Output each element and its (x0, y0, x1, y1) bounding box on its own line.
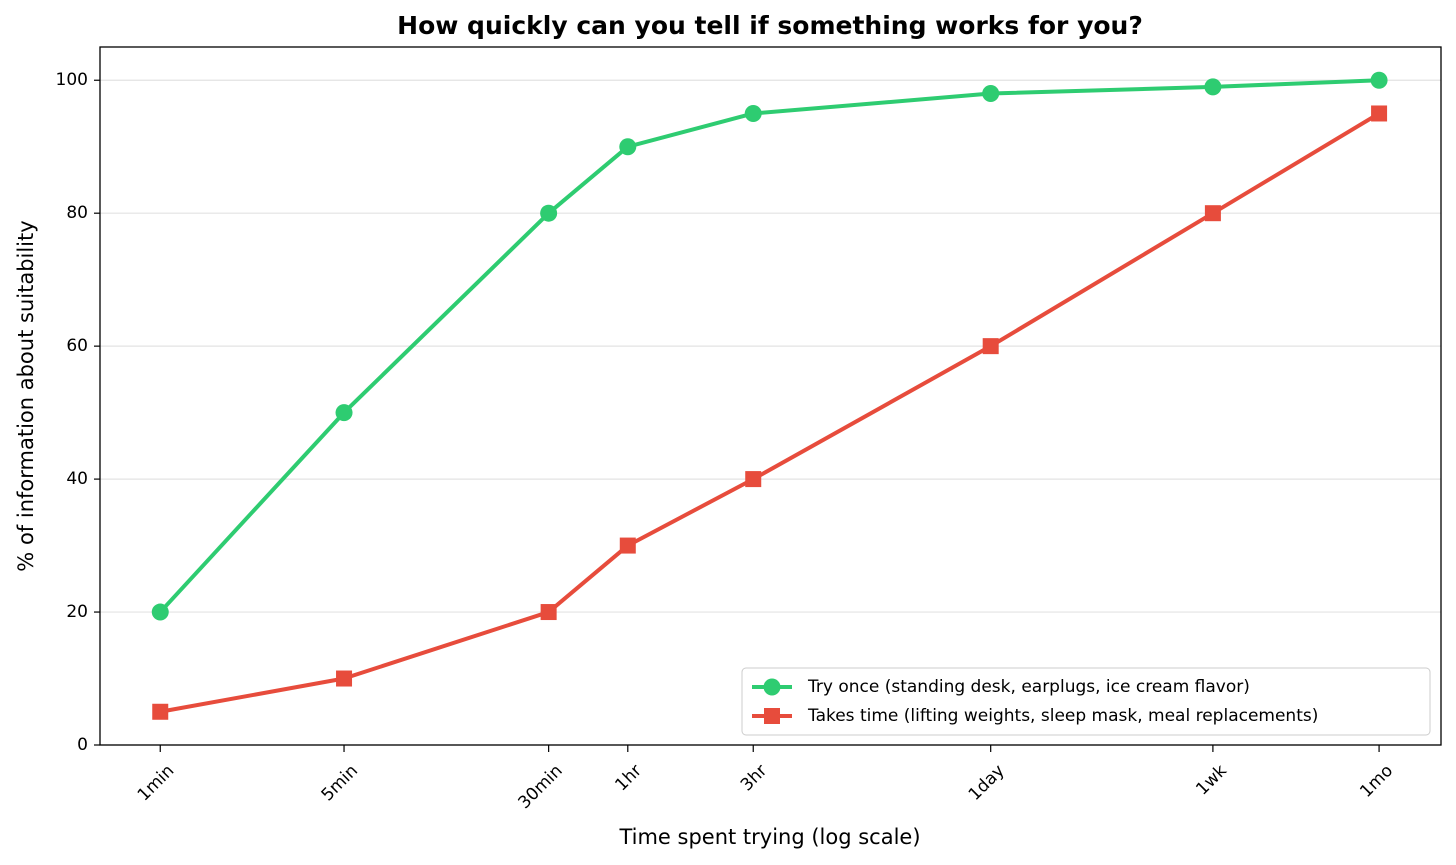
chart-title: How quickly can you tell if something wo… (397, 11, 1143, 40)
marker (1371, 105, 1388, 122)
marker (619, 537, 636, 554)
y-tick-label: 0 (77, 735, 88, 755)
marker (540, 604, 557, 621)
legend-label: Try once (standing desk, earplugs, ice c… (807, 677, 1250, 697)
marker (1204, 78, 1222, 96)
marker (335, 404, 353, 422)
y-tick-label: 60 (66, 336, 88, 356)
legend-marker (764, 708, 780, 724)
y-tick-label: 20 (66, 602, 88, 622)
x-axis-label: Time spent trying (log scale) (618, 825, 920, 849)
legend-box (741, 667, 1431, 736)
marker (745, 471, 762, 488)
legend-marker (763, 678, 781, 696)
plot-frame (99, 46, 1442, 746)
series-line (159, 111, 1381, 714)
marker (619, 138, 637, 156)
marker (151, 603, 169, 621)
y-tick-label: 100 (56, 70, 88, 90)
legend-label: Takes time (lifting weights, sleep mask,… (807, 706, 1318, 726)
marker (152, 703, 169, 720)
y-tick-label: 80 (66, 203, 88, 223)
series-line (158, 78, 1380, 614)
marker (744, 104, 762, 122)
marker (982, 85, 1000, 103)
y-axis-label: % of information about suitability (14, 220, 38, 571)
marker (336, 670, 353, 687)
y-tick-label: 40 (66, 469, 88, 489)
marker (1204, 205, 1221, 222)
marker (1370, 71, 1388, 89)
marker (540, 204, 558, 222)
marker (982, 338, 999, 355)
